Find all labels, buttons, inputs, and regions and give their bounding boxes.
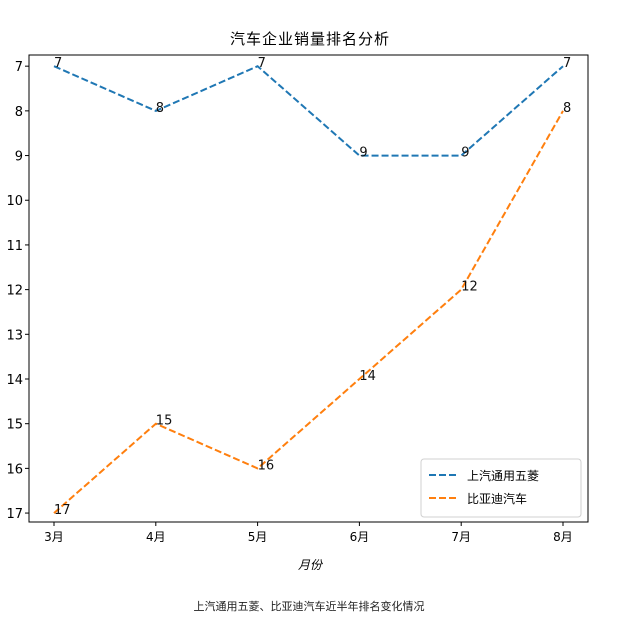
x-tick-label: 8月	[553, 530, 573, 544]
x-tick-label: 4月	[146, 530, 166, 544]
data-label: 7	[258, 56, 266, 71]
data-label: 16	[258, 458, 275, 473]
chart-title: 汽车企业销量排名分析	[230, 30, 390, 48]
series-line-0	[53, 65, 564, 157]
x-tick-label: 7月	[451, 530, 471, 544]
y-tick-label: 10	[6, 194, 23, 209]
legend-label-0: 上汽通用五菱	[467, 468, 539, 483]
data-label: 14	[359, 369, 376, 384]
series-line-1	[53, 110, 564, 514]
x-tick-label: 5月	[248, 530, 268, 544]
y-tick-label: 11	[6, 239, 23, 254]
legend-box	[420, 458, 582, 518]
plot-area	[28, 54, 589, 523]
data-label: 7	[54, 56, 62, 71]
y-tick-label: 9	[15, 150, 23, 165]
x-tick-label: 3月	[44, 530, 64, 544]
x-tick-label: 6月	[350, 530, 370, 544]
data-label: 8	[563, 101, 571, 116]
chart: 汽车企业销量排名分析 3月 4月 5月 6月 7月 8月 7 8 9 10 11 12 13 14 15 1…	[6, 30, 589, 572]
y-tick-label: 16	[6, 462, 23, 477]
series-layer: 7 8 7 9 9 7 17 15 16 14 12 8	[53, 56, 571, 518]
figure-caption: 上汽通用五菱、比亚迪汽车近半年排名变化情况	[193, 600, 425, 613]
data-label: 12	[461, 280, 478, 295]
x-axis-label: 月份	[298, 558, 324, 572]
y-tick-label: 13	[6, 328, 23, 343]
data-label: 9	[461, 146, 469, 161]
data-label: 9	[359, 146, 367, 161]
legend: 上汽通用五菱 比亚迪汽车	[420, 458, 582, 518]
y-tick-label: 14	[6, 373, 23, 388]
legend-label-1: 比亚迪汽车	[467, 491, 527, 506]
y-tick-label: 12	[6, 284, 23, 299]
y-tick-label: 7	[15, 60, 23, 75]
data-label: 17	[54, 503, 71, 518]
data-label: 8	[156, 101, 164, 116]
y-tick-label: 8	[15, 105, 23, 120]
y-axis: 7 8 9 10 11 12 13 14 15 16 17	[6, 60, 29, 522]
y-tick-label: 15	[6, 418, 23, 433]
data-label: 15	[156, 414, 173, 429]
data-label: 7	[563, 56, 571, 71]
x-axis: 3月 4月 5月 6月 7月 8月	[44, 522, 573, 544]
y-tick-label: 17	[6, 507, 23, 522]
